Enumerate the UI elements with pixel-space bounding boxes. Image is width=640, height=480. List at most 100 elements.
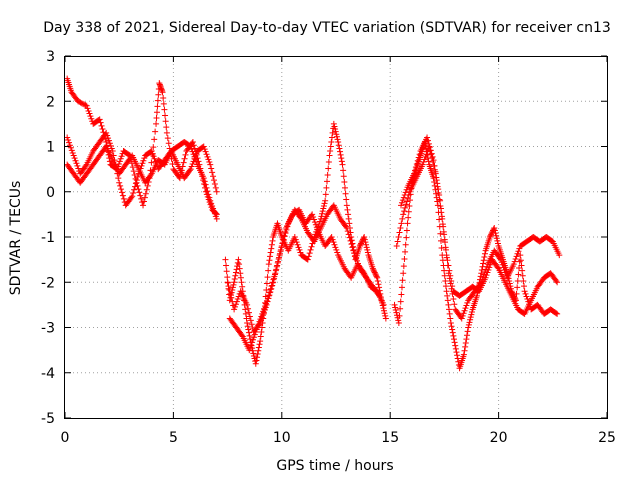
data-point bbox=[554, 310, 561, 317]
data-point bbox=[249, 339, 256, 346]
data-point bbox=[304, 256, 311, 263]
data-point bbox=[213, 188, 220, 195]
data-point bbox=[320, 205, 327, 212]
data-point bbox=[452, 345, 459, 352]
data-point bbox=[64, 134, 71, 141]
data-point bbox=[402, 241, 409, 248]
data-point bbox=[516, 245, 523, 252]
data-point bbox=[209, 202, 216, 209]
data-point bbox=[391, 301, 398, 308]
data-point bbox=[460, 310, 467, 317]
data-point bbox=[462, 340, 469, 347]
data-point bbox=[233, 266, 240, 273]
data-point bbox=[275, 258, 282, 265]
data-point bbox=[514, 277, 521, 284]
data-point bbox=[250, 334, 257, 341]
data-point bbox=[345, 215, 352, 222]
data-point bbox=[404, 220, 411, 227]
data-point bbox=[484, 269, 491, 276]
data-point bbox=[352, 252, 359, 259]
data-point bbox=[138, 162, 145, 169]
data-point bbox=[553, 310, 560, 317]
data-point bbox=[392, 307, 399, 314]
data-point bbox=[82, 162, 89, 169]
data-point bbox=[350, 247, 357, 254]
data-point bbox=[211, 180, 218, 187]
data-point bbox=[464, 299, 471, 306]
data-point bbox=[189, 138, 196, 145]
data-point bbox=[222, 256, 229, 263]
data-point bbox=[397, 305, 404, 312]
data-point bbox=[443, 252, 450, 259]
data-point bbox=[321, 200, 328, 207]
data-point bbox=[162, 112, 169, 119]
y-tick-label: -1 bbox=[41, 230, 55, 246]
data-point bbox=[155, 91, 162, 98]
data-point bbox=[211, 210, 218, 217]
data-point bbox=[192, 153, 199, 160]
data-point bbox=[428, 150, 435, 157]
data-point bbox=[341, 184, 348, 191]
data-point bbox=[267, 249, 274, 256]
data-point bbox=[343, 196, 350, 203]
data-point bbox=[490, 226, 497, 233]
data-point bbox=[331, 241, 338, 248]
data-point bbox=[447, 319, 454, 326]
data-point bbox=[438, 213, 445, 220]
data-point bbox=[266, 257, 273, 264]
data-point bbox=[364, 249, 371, 256]
data-point bbox=[232, 272, 239, 279]
data-point bbox=[119, 192, 126, 199]
data-point bbox=[106, 140, 113, 147]
data-point bbox=[449, 326, 456, 333]
data-point bbox=[402, 204, 409, 211]
data-point bbox=[276, 250, 283, 257]
data-point bbox=[446, 310, 453, 317]
data-point bbox=[334, 136, 341, 143]
data-point bbox=[473, 292, 480, 299]
data-point bbox=[235, 256, 242, 263]
data-point bbox=[147, 171, 154, 178]
data-point bbox=[131, 186, 138, 193]
data-point bbox=[424, 134, 431, 141]
data-point bbox=[556, 252, 563, 259]
data-point bbox=[462, 343, 469, 350]
data-point bbox=[373, 273, 380, 280]
data-point bbox=[209, 169, 216, 176]
data-point bbox=[395, 317, 402, 324]
y-axis-label: SDTVAR / TECUs bbox=[8, 181, 24, 296]
data-point bbox=[282, 230, 289, 237]
data-point bbox=[486, 234, 493, 240]
data-point bbox=[85, 107, 92, 114]
data-point bbox=[436, 191, 443, 198]
data-point bbox=[448, 277, 455, 284]
data-point bbox=[334, 249, 341, 256]
data-point bbox=[118, 189, 125, 196]
data-point bbox=[480, 260, 487, 267]
data-point bbox=[362, 239, 369, 246]
data-point bbox=[395, 234, 402, 240]
y-tick-label: 3 bbox=[46, 49, 55, 65]
data-point bbox=[427, 147, 434, 154]
data-point bbox=[187, 166, 194, 173]
data-point bbox=[104, 132, 111, 139]
data-point bbox=[405, 214, 412, 221]
data-point bbox=[501, 266, 508, 273]
data-point bbox=[451, 336, 458, 343]
data-point bbox=[308, 243, 315, 250]
data-point bbox=[160, 100, 167, 107]
data-point bbox=[369, 265, 376, 272]
data-point bbox=[467, 314, 474, 321]
data-point bbox=[442, 283, 449, 290]
data-point bbox=[488, 231, 495, 238]
data-point bbox=[331, 123, 338, 130]
data-point bbox=[416, 151, 423, 158]
data-point bbox=[251, 331, 258, 338]
data-point bbox=[520, 283, 527, 290]
data-point bbox=[109, 148, 116, 155]
data-point bbox=[371, 268, 378, 275]
data-point bbox=[279, 239, 286, 246]
data-point bbox=[425, 158, 432, 165]
data-point bbox=[519, 272, 526, 279]
